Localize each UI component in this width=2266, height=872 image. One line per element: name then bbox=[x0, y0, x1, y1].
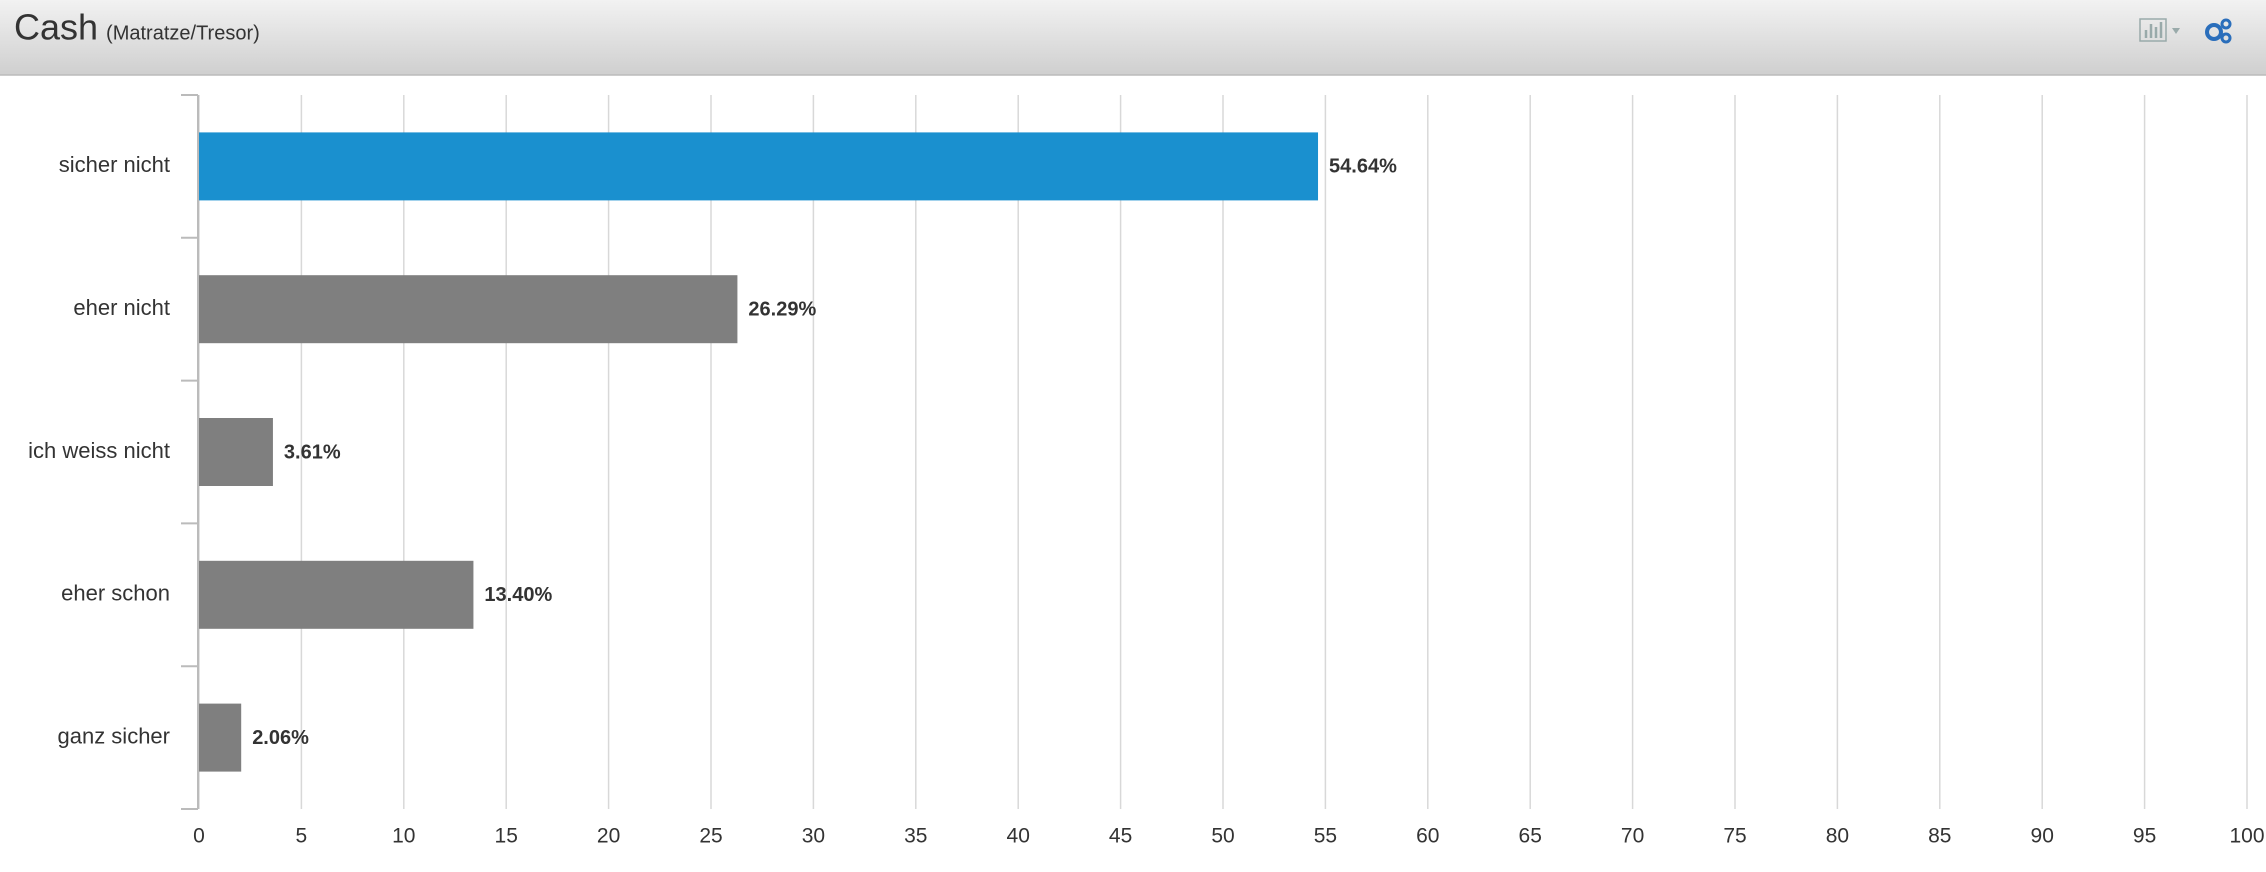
x-tick-label: 85 bbox=[1928, 825, 1951, 848]
header-bar bbox=[0, 0, 2266, 75]
y-tick-label: eher schon bbox=[61, 581, 170, 606]
x-tick-label: 50 bbox=[1211, 825, 1234, 848]
x-tick-label: 90 bbox=[2031, 825, 2054, 848]
data-label: 3.61% bbox=[284, 441, 341, 463]
bar bbox=[199, 560, 474, 629]
chart-title: Cash bbox=[14, 7, 98, 48]
gear-large bbox=[2205, 23, 2223, 41]
bar bbox=[199, 132, 1319, 201]
y-tick-label: eher nicht bbox=[73, 295, 170, 320]
y-tick-label: ganz sicher bbox=[57, 723, 170, 748]
chart-subtitle: (Matratze/Tresor) bbox=[106, 22, 260, 44]
data-label: 2.06% bbox=[252, 727, 309, 749]
x-tick-label: 40 bbox=[1007, 825, 1030, 848]
bar bbox=[199, 703, 242, 772]
chart-type-icon bbox=[2139, 18, 2167, 42]
y-tick-label: ich weiss nicht bbox=[28, 438, 170, 463]
x-tick-label: 65 bbox=[1519, 825, 1542, 848]
x-tick-label: 20 bbox=[597, 825, 620, 848]
x-tick-label: 10 bbox=[392, 825, 415, 848]
bar bbox=[199, 418, 273, 486]
x-tick-label: 70 bbox=[1621, 825, 1644, 848]
x-tick-label: 95 bbox=[2133, 825, 2156, 848]
x-tick-label: 75 bbox=[1723, 825, 1746, 848]
x-tick-label: 5 bbox=[296, 825, 308, 848]
x-tick-label: 35 bbox=[904, 825, 927, 848]
x-tick-label: 60 bbox=[1416, 825, 1439, 848]
gear-small bbox=[2220, 32, 2232, 44]
data-label: 13.40% bbox=[484, 584, 552, 606]
x-tick-label: 15 bbox=[495, 825, 518, 848]
x-tick-label: 100 bbox=[2229, 825, 2264, 848]
x-tick-label: 80 bbox=[1826, 825, 1849, 848]
x-tick-label: 25 bbox=[699, 825, 722, 848]
y-tick-label: sicher nicht bbox=[59, 152, 170, 177]
x-tick-label: 0 bbox=[193, 825, 205, 848]
data-label: 26.29% bbox=[748, 298, 816, 320]
dropdown-caret bbox=[2172, 28, 2180, 34]
gear-small bbox=[2220, 18, 2232, 30]
bar bbox=[199, 275, 738, 344]
chart-type-bars bbox=[2144, 22, 2163, 38]
x-tick-label: 55 bbox=[1314, 825, 1337, 848]
settings-button[interactable] bbox=[2205, 18, 2232, 44]
x-tick-label: 45 bbox=[1109, 825, 1132, 848]
x-tick-label: 30 bbox=[802, 825, 825, 848]
data-label: 54.64% bbox=[1329, 156, 1397, 178]
chart-type-button[interactable] bbox=[2139, 18, 2180, 42]
